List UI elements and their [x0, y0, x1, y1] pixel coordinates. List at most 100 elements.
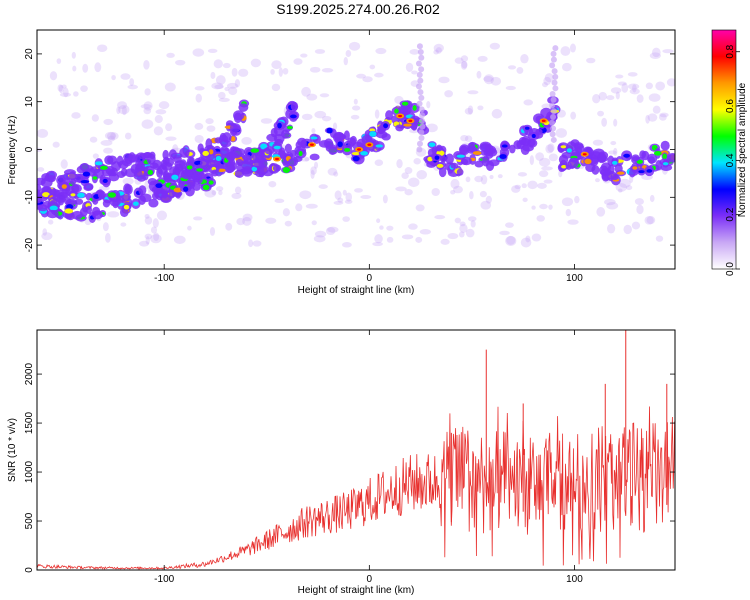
spectrogram-faint-blob: [374, 109, 380, 119]
spectrogram-faint-blob: [231, 67, 238, 77]
spectrogram-spike-blob: [418, 54, 425, 61]
spectrogram-faint-blob: [649, 194, 655, 203]
spectrogram-faint-blob: [104, 131, 117, 140]
spectrogram-faint-blob: [105, 232, 111, 243]
spectrogram-blob: [234, 169, 244, 178]
spectrogram-core: [230, 136, 236, 142]
spectrogram-faint-blob: [187, 225, 192, 231]
spectrogram-blob: [179, 147, 190, 158]
spectrogram-blob: [124, 184, 133, 195]
spectrogram-faint-blob: [241, 137, 252, 145]
spectrogram-faint-blob: [165, 123, 173, 132]
spectrogram-hotspot-core: [367, 143, 372, 146]
spectrogram-spike-blob: [551, 68, 558, 75]
spectrogram-core: [186, 165, 193, 170]
spectrogram-core: [326, 127, 333, 134]
spectrogram-faint-blob: [37, 167, 45, 172]
spectrogram-faint-blob: [242, 213, 253, 222]
spectrogram-spike-blob: [416, 146, 423, 153]
spectrogram-faint-blob: [242, 216, 252, 226]
spectrogram-blob: [102, 199, 111, 208]
spectrogram-faint-blob: [344, 199, 353, 204]
spectrogram-blob: [160, 193, 171, 203]
spectrogram-core: [401, 101, 409, 106]
spectrogram-faint-blob: [321, 68, 334, 73]
spectrogram-blob: [214, 137, 222, 144]
spectrogram-core: [183, 186, 189, 192]
spectrogram-blob: [309, 153, 320, 161]
spectrogram-faint-blob: [597, 110, 604, 117]
spectrogram-faint-blob: [434, 214, 446, 220]
spectrogram-faint-blob: [333, 200, 344, 205]
spectrogram-faint-blob: [440, 238, 450, 245]
spectrogram-blob: [245, 158, 252, 165]
spectrogram-faint-blob: [569, 43, 576, 53]
spectrogram-faint-blob: [313, 235, 326, 243]
spectrogram-faint-blob: [153, 232, 160, 242]
spectrogram-faint-blob: [659, 112, 669, 118]
spectrogram-core: [428, 142, 436, 147]
spectrogram-faint-blob: [327, 167, 338, 176]
spectrogram-y-tick-label: -20: [24, 237, 35, 252]
spectrogram-spike-blob: [550, 108, 557, 115]
spectrogram-blob: [520, 137, 531, 146]
spectrogram-blob: [37, 204, 49, 212]
spectrogram-faint-blob: [311, 128, 316, 134]
snr-y-tick-label: 1500: [24, 412, 35, 435]
spectrogram-faint-blob: [225, 222, 233, 231]
spectrogram-spike-blob: [550, 96, 557, 103]
spectrogram-faint-blob: [60, 159, 68, 169]
spectrogram-core: [102, 178, 108, 184]
spectrogram-blob: [474, 160, 484, 168]
snr-marks: [37, 330, 675, 570]
spectrogram-faint-blob: [450, 178, 460, 189]
spectrogram-core: [394, 108, 399, 114]
spectrogram-blob: [289, 149, 297, 157]
spectrogram-faint-blob: [613, 118, 618, 127]
spectrogram-faint-blob: [561, 197, 574, 207]
spectrogram-faint-blob: [49, 71, 58, 81]
spectrogram-faint-blob: [116, 106, 121, 115]
spectrogram-xlabel: Height of straight line (km): [298, 285, 415, 296]
spectrogram-blob: [272, 164, 282, 172]
snr-panel: -100 0 100 0 500 1000 1500 2000 Height of stra…: [7, 329, 676, 596]
spectrogram-faint-blob: [454, 57, 464, 64]
spectrogram-blob: [295, 141, 302, 149]
spectrogram-faint-blob: [644, 215, 654, 225]
spectrogram-faint-blob: [228, 86, 238, 96]
spectrogram-faint-blob: [61, 84, 67, 89]
spectrogram-faint-blob: [122, 177, 134, 185]
spectrogram-faint-blob: [348, 41, 361, 51]
snr-x-tick-label: 100: [566, 574, 583, 585]
spectrogram-faint-blob: [586, 57, 596, 64]
spectrogram-blob: [592, 148, 605, 158]
spectrogram-faint-blob: [80, 85, 88, 92]
spectrogram-faint-blob: [362, 76, 373, 83]
spectrogram-blob: [610, 173, 619, 181]
spectrogram-faint-blob: [636, 204, 644, 215]
spectrogram-core: [499, 154, 507, 159]
spectrogram-spike-blob: [418, 117, 425, 124]
spectrogram-blob: [46, 209, 59, 219]
spectrogram-faint-blob: [376, 218, 381, 224]
spectrogram-core: [531, 133, 536, 139]
spectrogram-faint-blob: [144, 233, 153, 240]
spectrogram-blob: [251, 152, 260, 161]
spectrogram-faint-blob: [648, 93, 661, 102]
spectrogram-faint-blob: [72, 65, 77, 72]
spectrogram-faint-blob: [332, 122, 338, 131]
spectrogram-faint-blob: [91, 114, 99, 122]
spectrogram-faint-blob: [195, 93, 202, 103]
spectrogram-faint-blob: [345, 49, 352, 58]
spectrogram-core: [123, 204, 130, 210]
spectrogram-spike-blob: [550, 113, 557, 120]
spectrogram-blob: [290, 101, 299, 112]
snr-y-tick-label: 0: [24, 567, 35, 573]
snr-xlabel: Height of straight line (km): [298, 585, 415, 596]
spectrogram-faint-blob: [164, 82, 176, 92]
spectrogram-faint-blob: [517, 172, 528, 177]
spectrogram-faint-blob: [207, 48, 218, 54]
spectrogram-faint-blob: [234, 79, 241, 88]
spectrogram-core: [456, 154, 465, 158]
spectrogram-blob: [458, 144, 470, 156]
